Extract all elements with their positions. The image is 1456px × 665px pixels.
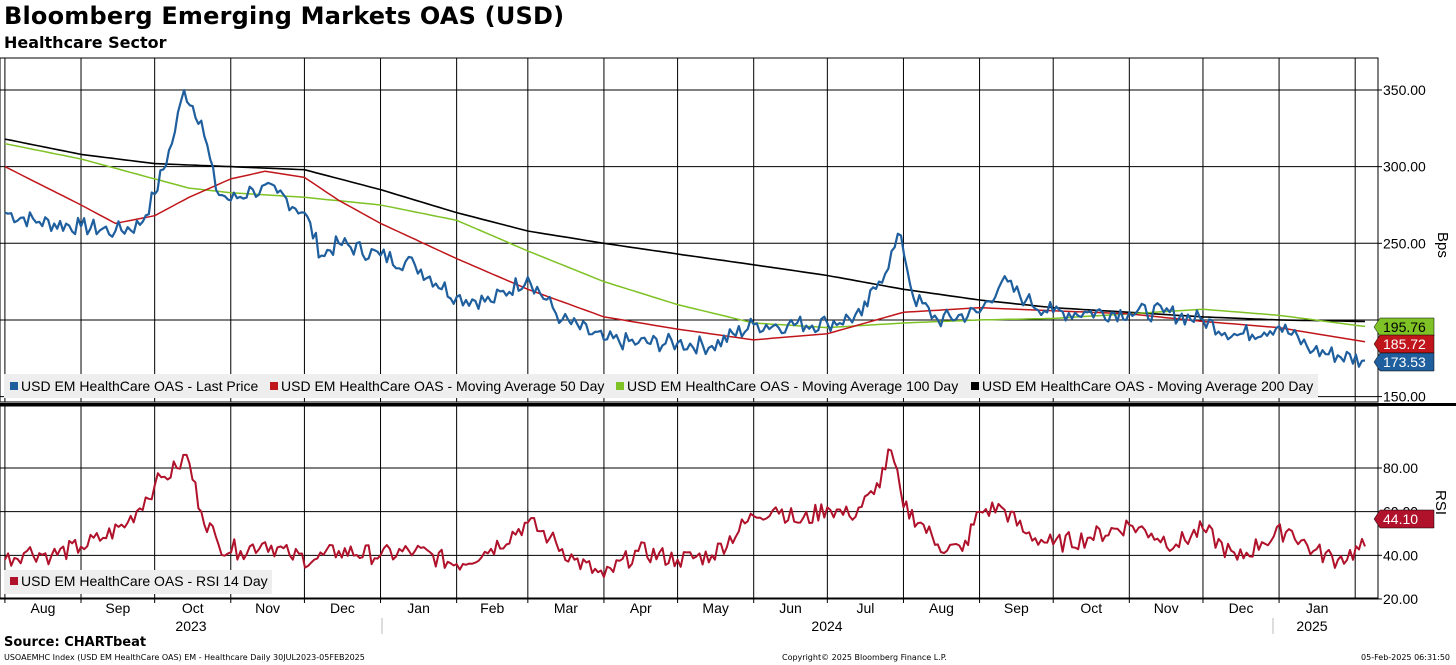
x-month-label: Nov — [255, 600, 280, 616]
chart-subtitle: Healthcare Sector — [4, 33, 167, 52]
price-y-tick-label: 350.00 — [1383, 82, 1426, 98]
x-axis: Aug Sep Oct Nov Dec Jan Feb Mar Apr May Jun Jul Aug S… — [0, 597, 1378, 634]
rsi-line — [4, 448, 1366, 579]
source-note: Source: CHARTbeat — [4, 635, 147, 650]
legend-swatch-rsi — [10, 577, 18, 585]
rsi-end-labels: 44.10 — [1373, 509, 1435, 529]
price-panel: 350.00 300.00 250.00 150.00 Bps 195.76185.7… — [0, 57, 1451, 405]
x-month-label: Jul — [856, 600, 874, 616]
price-grid — [0, 58, 1378, 402]
x-month-label: Jan — [1306, 600, 1329, 616]
price-y-tick-label: 150.00 — [1383, 389, 1426, 405]
x-month-label: Feb — [480, 600, 504, 616]
x-month-label: Jun — [779, 600, 802, 616]
rsi-series-lines — [4, 448, 1366, 579]
timestamp: 05-Feb-2025 06:31:50 — [1361, 653, 1450, 662]
copyright-note: Copyright© 2025 Bloomberg Finance L.P. — [782, 653, 947, 662]
x-year-label: 2024 — [811, 618, 842, 634]
end-tag-rsi-box — [1373, 509, 1435, 529]
rsi-legend-box — [4, 570, 272, 594]
x-month-label: Sep — [1004, 600, 1029, 616]
rsi-y-tick-label: 20.00 — [1383, 591, 1418, 607]
legend-swatch-ma50 — [270, 382, 278, 390]
legend-label-ma50: USD EM HealthCare OAS - Moving Average 5… — [281, 378, 604, 394]
legend-label-rsi: USD EM HealthCare OAS - RSI 14 Day — [21, 573, 268, 589]
x-month-label: Dec — [330, 600, 355, 616]
end-tag-ma100-text: 195.76 — [1383, 319, 1426, 335]
end-tag-rsi-text: 44.10 — [1383, 511, 1418, 527]
end-tag-ma50-text: 185.72 — [1383, 336, 1426, 352]
end-tag-last-price: 173.53 — [1373, 352, 1435, 372]
x-month-label: Sep — [105, 600, 130, 616]
legend-item-last-price: USD EM HealthCare OAS - Last Price — [10, 378, 259, 394]
x-year-label: 2025 — [1296, 618, 1327, 634]
price-panel-frame — [0, 57, 1379, 403]
rsi-y-tick-label: 80.00 — [1383, 460, 1418, 476]
end-tag-ma50-box — [1373, 334, 1435, 354]
price-legend: USD EM HealthCare OAS - Last Price USD E… — [10, 378, 1313, 394]
legend-swatch-last-price — [10, 382, 18, 390]
rsi-y-tick-label: 40.00 — [1383, 547, 1418, 563]
end-tag-ma100-box — [1373, 317, 1435, 337]
x-month-label: Nov — [1154, 600, 1179, 616]
rsi-y-axis-label: RSI — [1432, 490, 1449, 515]
x-month-label: Mar — [554, 600, 578, 616]
x-month-label: Oct — [182, 600, 204, 616]
rsi-grid — [0, 406, 1378, 600]
price-y-axis: 350.00 300.00 250.00 150.00 — [1378, 82, 1426, 405]
end-tag-ma100: 195.76 — [1373, 317, 1435, 337]
x-year-label: 2023 — [175, 618, 206, 634]
legend-item-ma100: USD EM HealthCare OAS - Moving Average 1… — [616, 378, 958, 394]
end-tag-ma50: 185.72 — [1373, 334, 1435, 354]
legend-label-ma200: USD EM HealthCare OAS - Moving Average 2… — [982, 378, 1313, 394]
end-tag-rsi: 44.10 — [1373, 509, 1435, 529]
price-y-tick-label: 250.00 — [1383, 235, 1426, 251]
x-month-label: Oct — [1080, 600, 1102, 616]
x-month-label: May — [702, 600, 728, 616]
price-y-tick-label: 300.00 — [1383, 159, 1426, 175]
end-tag-last-price-box — [1373, 352, 1435, 372]
legend-item-ma50: USD EM HealthCare OAS - Moving Average 5… — [270, 378, 604, 394]
chart-title: Bloomberg Emerging Markets OAS (USD) — [4, 2, 565, 30]
x-month-label: Jan — [407, 600, 430, 616]
rsi-legend: USD EM HealthCare OAS - RSI 14 Day — [10, 573, 268, 589]
legend-label-ma100: USD EM HealthCare OAS - Moving Average 1… — [627, 378, 958, 394]
price-legend-box — [4, 374, 1318, 398]
x-month-label: Aug — [31, 600, 56, 616]
legend-swatch-ma100 — [616, 382, 624, 390]
price-y-axis-label: Bps — [1434, 232, 1451, 258]
legend-swatch-ma200 — [971, 382, 979, 390]
x-month-label: Apr — [630, 600, 652, 616]
panel-separator — [0, 403, 1456, 406]
ticker-description: USOAEMHC Index (USD EM HealthCare OAS) E… — [4, 653, 365, 662]
x-month-label: Aug — [929, 600, 954, 616]
last-price-line — [4, 88, 1366, 368]
price-series-lines — [4, 88, 1366, 368]
end-tag-last-price-text: 173.53 — [1383, 354, 1426, 370]
rsi-panel-frame — [0, 405, 1379, 599]
legend-item-ma200: USD EM HealthCare OAS - Moving Average 2… — [971, 378, 1313, 394]
legend-label-last-price: USD EM HealthCare OAS - Last Price — [21, 378, 259, 394]
x-month-label: Dec — [1229, 600, 1254, 616]
